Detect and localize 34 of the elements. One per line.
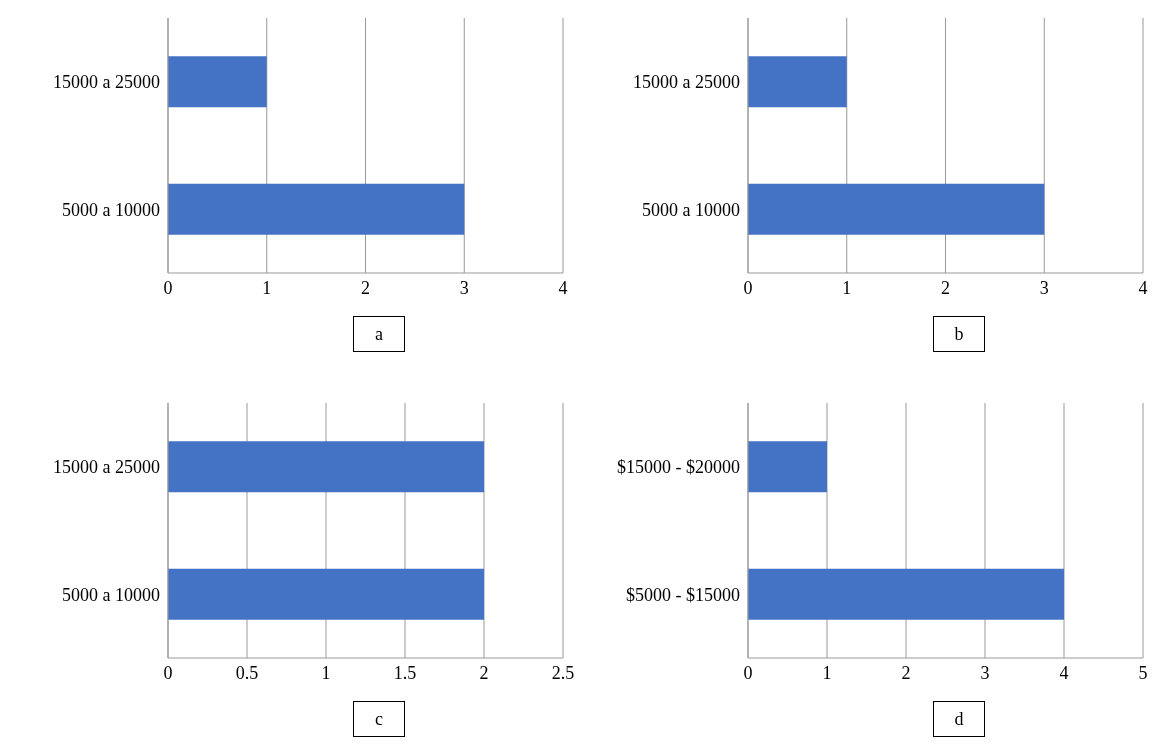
x-tick-label: 2 <box>479 662 489 683</box>
text: a <box>353 316 405 352</box>
x-tick-label: 3 <box>459 277 469 298</box>
x-tick-label: 2.5 <box>551 662 575 683</box>
x-tick-label: 0.5 <box>235 662 259 683</box>
x-tick-label: 2 <box>361 277 370 298</box>
x-tick-label: 0 <box>743 277 753 298</box>
x-tick-label: 3 <box>1039 277 1049 298</box>
y-tick-label: 15000 a 25000 <box>53 72 160 93</box>
x-tick-label: 0 <box>743 662 753 683</box>
y-tick-label: $15000 - $20000 <box>617 457 740 478</box>
x-tick-label: 1.5 <box>393 662 417 683</box>
y-tick-label: 5000 a 10000 <box>62 199 160 220</box>
y-tick-label: 15000 a 25000 <box>53 457 160 478</box>
x-tick-label: 1 <box>321 662 331 683</box>
x-tick-label: 4 <box>1138 277 1148 298</box>
y-tick-label: $5000 - $15000 <box>626 584 740 605</box>
x-tick-label: 3 <box>980 662 990 683</box>
y-tick-label: 5000 a 10000 <box>642 199 740 220</box>
y-tick-label: 15000 a 25000 <box>633 72 740 93</box>
x-tick-label: 2 <box>941 277 950 298</box>
x-tick-label: 4 <box>558 277 568 298</box>
x-tick-label: 0 <box>163 662 173 683</box>
x-tick-label: 1 <box>842 277 852 298</box>
x-tick-label: 1 <box>262 277 272 298</box>
text: b <box>933 316 985 352</box>
x-tick-label: 5 <box>1138 662 1148 683</box>
x-tick-label: 1 <box>822 662 832 683</box>
x-tick-label: 0 <box>163 277 173 298</box>
x-tick-label: 2 <box>901 662 911 683</box>
y-tick-label: 5000 a 10000 <box>62 584 160 605</box>
text: c <box>353 701 405 737</box>
x-tick-label: 4 <box>1059 662 1069 683</box>
text: d <box>933 701 985 737</box>
